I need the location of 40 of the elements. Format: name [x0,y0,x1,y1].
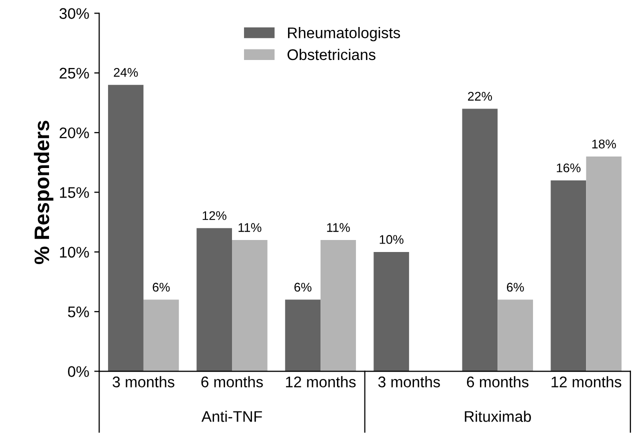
data-label: 11% [327,223,350,232]
data-label: 16% [556,163,580,172]
text: Anti-TNF [201,410,262,422]
data-label: 6% [506,282,524,292]
bar [108,84,144,372]
data-label: 6% [294,282,312,292]
data-label: 6% [152,282,170,292]
bar [143,300,179,372]
y-tick-label: 10% [60,246,89,258]
x-tick-label: 6 months [466,376,528,388]
x-tick-label: 3 months [112,376,174,388]
y-tick-label: 25% [60,68,89,79]
bar [285,300,321,372]
bar [374,252,410,372]
y-tick-label: 15% [60,187,89,198]
data-label: 11% [238,223,262,232]
y-tick-label: 20% [60,127,89,138]
bar [196,228,232,372]
y-tick-label: 30% [59,8,89,19]
x-tick-label: 12 months [286,376,356,388]
legend-label: Rheumatologists [288,27,400,42]
data-label: 12% [202,211,226,220]
y-axis-title: % Responders [34,120,54,264]
data-label: 22% [468,92,492,101]
y-tick-label: 0% [68,366,89,377]
x-tick-label: 3 months [378,376,440,388]
bar [320,240,356,372]
x-tick-label: 6 months [201,376,263,388]
bar [232,240,268,372]
x-tick-label: 12 months [552,376,622,388]
y-tick-label: 5% [68,306,89,318]
text: Rituximab [464,410,531,422]
bar [586,156,622,372]
data-label: 10% [380,235,404,244]
bar [498,300,534,372]
data-label: 24% [114,68,138,77]
bar [462,108,498,372]
data-label: 18% [592,140,616,148]
bar [550,180,586,372]
legend-label: Obstetricians [288,48,376,60]
